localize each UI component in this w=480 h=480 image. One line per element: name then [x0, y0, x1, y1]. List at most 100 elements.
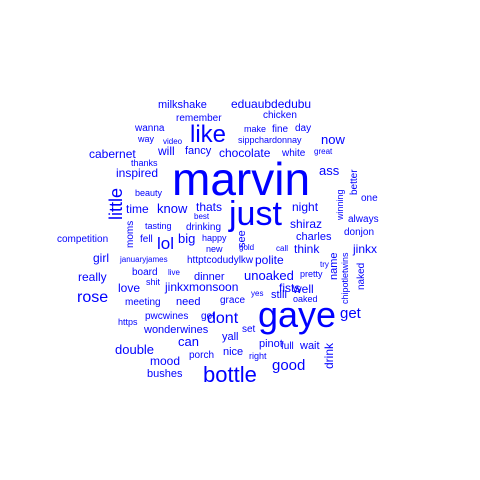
word-jinkx: jinkx: [352, 242, 377, 256]
word-polite: polite: [255, 253, 284, 267]
word-moms: moms: [125, 221, 136, 248]
word-thats: thats: [196, 200, 222, 214]
word-competition: competition: [57, 234, 108, 245]
word-shiraz: shiraz: [290, 217, 322, 231]
word-beauty: beauty: [135, 188, 163, 198]
word-shit: shit: [146, 277, 161, 287]
word-happy: happy: [202, 233, 227, 243]
word-well: well: [292, 282, 314, 296]
word-great: great: [314, 147, 333, 156]
word-chicken: chicken: [263, 110, 297, 121]
word-big: big: [178, 231, 195, 246]
word-always: always: [348, 214, 379, 225]
word-drink: drink: [322, 342, 336, 369]
word-just: just: [228, 195, 282, 233]
word-better: better: [349, 169, 360, 195]
word-right: right: [249, 351, 267, 361]
word-think: think: [294, 242, 320, 256]
word-time: time: [126, 202, 149, 216]
word-wonderwines: wonderwines: [143, 324, 209, 336]
word-set: set: [242, 324, 256, 335]
word-mood: mood: [150, 354, 180, 368]
word-best: best: [194, 212, 210, 221]
word-name: name: [328, 252, 340, 280]
word-ass: ass: [319, 163, 340, 178]
word-https: https: [118, 317, 138, 327]
word-need: need: [176, 296, 200, 308]
word-fine: fine: [272, 124, 289, 135]
word-day: day: [295, 123, 311, 134]
word-call: call: [276, 244, 288, 253]
word-fists: fists: [279, 281, 300, 295]
word-still: still: [271, 289, 287, 301]
word-cabernet: cabernet: [89, 147, 136, 161]
word-yes: yes: [251, 289, 263, 298]
word-good: good: [272, 357, 305, 374]
word-girl: girl: [93, 251, 109, 265]
word-bushes: bushes: [147, 368, 183, 380]
word-inspired: inspired: [116, 166, 158, 180]
word-dinner: dinner: [194, 271, 225, 283]
word-like: like: [190, 121, 226, 148]
word-donjon: donjon: [344, 227, 374, 238]
word-eduaubdedubu: eduaubdedubu: [231, 97, 311, 111]
word-live: live: [168, 268, 181, 277]
word-drinking: drinking: [186, 222, 221, 233]
word-can: can: [178, 334, 199, 349]
word-new: new: [206, 244, 223, 254]
word-sippchardonnay: sippchardonnay: [238, 135, 302, 145]
word-nice: nice: [223, 346, 243, 358]
word-lol: lol: [157, 234, 174, 253]
word-yall: yall: [222, 331, 239, 343]
word-pinot: pinot: [259, 338, 283, 350]
word-thanks: thanks: [131, 158, 158, 168]
word-remember: remember: [176, 113, 222, 124]
word-charles: charles: [296, 231, 332, 243]
word-know: know: [157, 201, 188, 216]
word-board: board: [132, 267, 158, 278]
word-chipotletwins: chipotletwins: [340, 252, 350, 304]
word-night: night: [292, 200, 319, 214]
word-pwcwines: pwcwines: [145, 311, 188, 322]
word-wanna: wanna: [134, 123, 165, 134]
word-now: now: [321, 132, 345, 147]
word-wait: wait: [299, 340, 320, 352]
word-tasting: tasting: [145, 221, 172, 231]
word-get: get: [340, 305, 362, 322]
word-grace: grace: [220, 295, 245, 306]
word-gaye: gaye: [258, 294, 336, 335]
word-full: full: [281, 341, 294, 352]
word-love: love: [118, 281, 140, 295]
word-got: got: [201, 311, 215, 322]
word-januaryjames: januaryjames: [119, 255, 168, 264]
word-chocolate: chocolate: [219, 146, 271, 160]
word-unoaked: unoaked: [244, 268, 294, 283]
word-white: white: [281, 148, 306, 159]
word-rose: rose: [77, 289, 108, 306]
word-marvin: marvin: [172, 153, 310, 205]
word-little: little: [106, 188, 126, 220]
word-pretty: pretty: [300, 269, 323, 279]
word-make: make: [244, 124, 266, 134]
word-httptcodudylkw: httptcodudylkw: [187, 255, 254, 266]
word-way: way: [137, 134, 155, 144]
word-will: will: [157, 144, 175, 158]
word-really: really: [78, 270, 107, 284]
word-milkshake: milkshake: [158, 99, 207, 111]
word-see: see: [236, 230, 248, 248]
word-porch: porch: [189, 350, 214, 361]
word-fancy: fancy: [185, 145, 212, 157]
word-dont: dont: [207, 310, 239, 327]
word-fell: fell: [140, 234, 153, 245]
word-try: try: [320, 260, 329, 269]
word-bottle: bottle: [203, 362, 257, 387]
word-meeting: meeting: [125, 297, 161, 308]
word-video: video: [163, 137, 183, 146]
word-winning: winning: [335, 189, 345, 221]
word-jinkxmonsoon: jinkxmonsoon: [164, 280, 238, 294]
word-one: one: [361, 193, 378, 204]
word-naked: naked: [356, 263, 367, 290]
word-double: double: [115, 342, 154, 357]
word-gold: gold: [239, 243, 254, 252]
